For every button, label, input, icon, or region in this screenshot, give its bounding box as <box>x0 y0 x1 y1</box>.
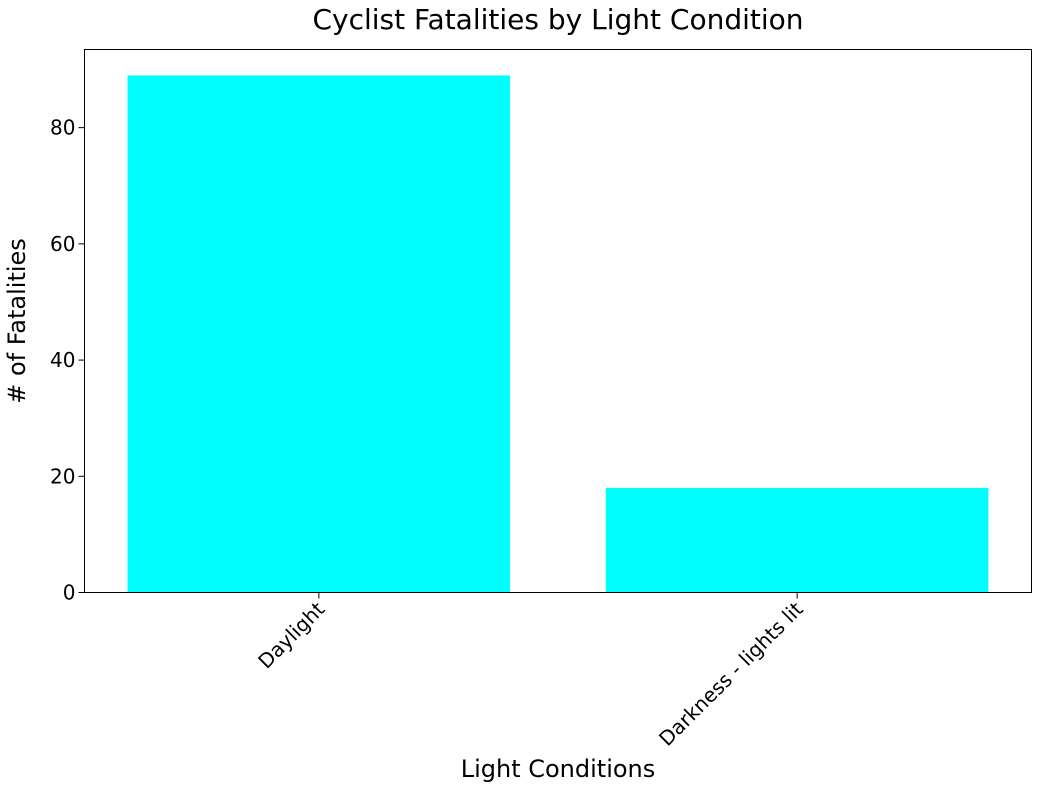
y-tick-label: 80 <box>50 116 75 140</box>
bar-daylight <box>127 75 511 593</box>
plot-frame <box>84 49 1032 593</box>
x-axis-label: Light Conditions <box>461 755 656 783</box>
chart-title: Cyclist Fatalities by Light Condition <box>312 3 803 36</box>
bar-darkness-lights-lit <box>605 487 989 593</box>
bars-layer <box>127 75 989 593</box>
y-axis-label: # of Fatalities <box>3 238 31 404</box>
y-tick-label: 20 <box>50 464 75 488</box>
y-axis: 0 20 40 60 80 <box>50 116 85 605</box>
y-tick-label: 0 <box>63 581 76 605</box>
y-tick-label: 60 <box>50 232 75 256</box>
y-tick-label: 40 <box>50 348 75 372</box>
